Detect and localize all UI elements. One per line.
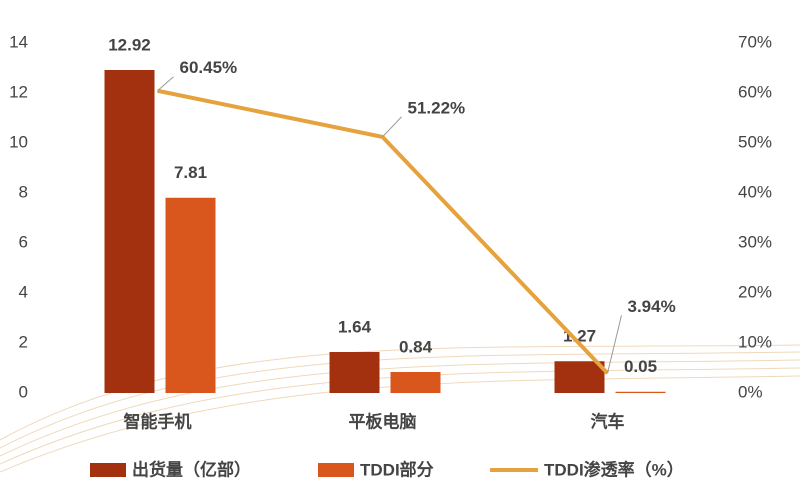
y2-tick-label: 30% [738,232,772,251]
bar-value-label: 12.92 [108,35,151,54]
x-tick-label: 平板电脑 [349,411,417,431]
bar-value-label: 7.81 [174,163,207,182]
legend-label: TDDI渗透率（%） [544,459,684,479]
y2-tick-label: 60% [738,82,772,101]
bar [554,361,605,393]
bar-value-label: 1.27 [563,327,596,346]
y2-tick-label: 50% [738,132,772,151]
bar [390,372,441,393]
bar-value-label: 0.84 [399,337,433,356]
bar [329,352,380,393]
leader-line [157,76,174,92]
bar-value-label: 0.05 [624,357,657,376]
leader-line [607,315,622,374]
line [157,88,609,375]
y-tick-label: 4 [19,282,28,301]
y-tick-label: 14 [9,32,28,51]
y2-tick-label: 10% [738,332,772,351]
y-tick-label: 0 [19,382,28,401]
y2-tick-label: 70% [738,32,772,51]
x-tick-label: 汽车 [591,411,625,431]
y-tick-label: 10 [9,132,28,151]
bar [615,391,666,393]
y2-tick-label: 40% [738,182,772,201]
line-value-label: 3.94% [628,297,676,316]
bar-value-label: 1.64 [338,317,372,336]
legend-swatch [90,463,126,477]
bar [104,70,155,393]
y-tick-label: 8 [19,182,28,201]
bar [165,197,216,393]
y2-tick-label: 0% [738,382,763,401]
y-tick-label: 6 [19,232,28,251]
line-value-label: 60.45% [180,58,238,77]
legend-label: TDDI部分 [360,459,434,479]
y-tick-label: 2 [19,332,28,351]
line-value-label: 51.22% [408,98,466,117]
x-tick-label: 智能手机 [124,411,192,431]
y-tick-label: 12 [9,82,28,101]
leader-line [382,116,402,138]
legend-label: 出货量（亿部） [132,459,251,479]
y2-tick-label: 20% [738,282,772,301]
legend-swatch [318,463,354,477]
